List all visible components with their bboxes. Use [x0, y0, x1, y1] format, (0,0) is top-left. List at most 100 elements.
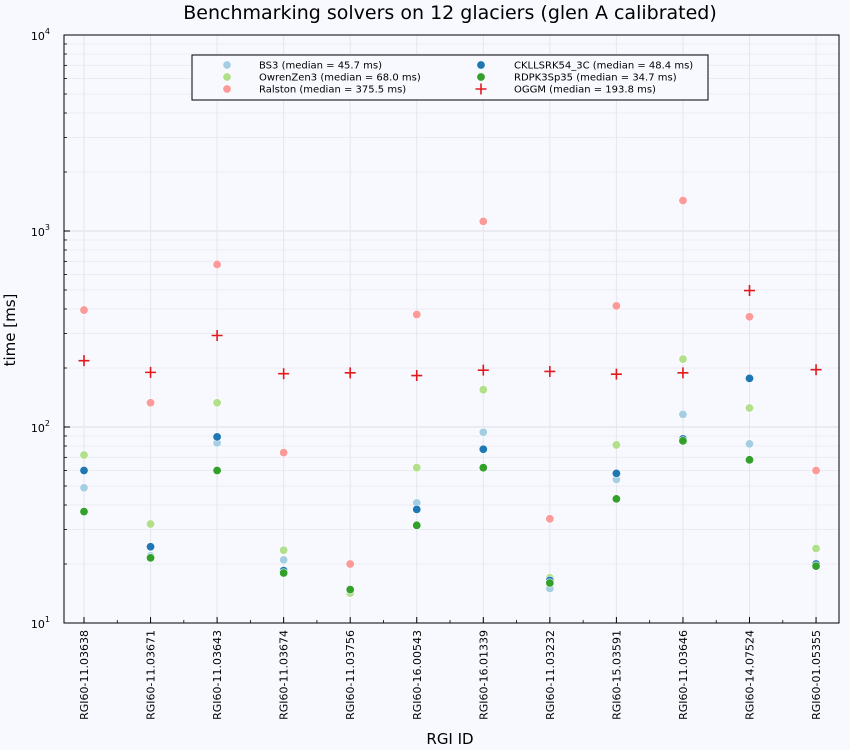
data-points [78, 196, 822, 598]
data-point [412, 463, 422, 473]
data-point [611, 440, 621, 450]
data-point [744, 403, 754, 413]
x-axis-label: RGI ID [426, 730, 473, 748]
data-point [611, 494, 621, 504]
legend-label: Ralston (median = 375.5 ms) [259, 85, 406, 96]
data-point [678, 196, 688, 206]
series-2 [79, 196, 821, 569]
data-point [545, 578, 555, 588]
data-point [478, 216, 488, 226]
x-tick-label: RGI60-11.03638 [78, 630, 91, 720]
data-point [478, 444, 488, 454]
plot-frame [63, 34, 840, 624]
legend-marker [476, 60, 486, 70]
data-point [212, 465, 222, 475]
data-point [79, 305, 89, 315]
data-point [212, 432, 222, 442]
y-tick-label: 101 [31, 615, 50, 631]
data-point [344, 367, 356, 379]
data-point [610, 368, 622, 380]
data-point [345, 559, 355, 569]
y-tick-label: 103 [31, 223, 50, 239]
data-point [79, 450, 89, 460]
data-point [811, 465, 821, 475]
legend-item: BS3 (median = 45.7 ms) [222, 60, 382, 72]
legend-item: OGGM (median = 193.8 ms) [475, 83, 656, 96]
legend-marker [222, 60, 232, 70]
legend-marker [475, 83, 487, 95]
series-5 [78, 285, 822, 382]
data-point [477, 364, 489, 376]
x-tick-label: RGI60-11.03232 [544, 630, 557, 720]
data-point [412, 520, 422, 530]
data-point [744, 285, 755, 297]
legend-label: RDPK3Sp35 (median = 34.7 ms) [514, 73, 677, 84]
data-point [79, 507, 89, 517]
data-point [146, 519, 156, 529]
data-point [611, 468, 621, 478]
legend-item: CKLLSRK54_3C (median = 48.4 ms) [476, 60, 693, 72]
data-point [544, 365, 556, 377]
x-tick-label: RGI60-16.01339 [477, 630, 490, 720]
legend-label: OGGM (median = 193.8 ms) [514, 85, 656, 96]
legend-label: BS3 (median = 45.7 ms) [259, 61, 382, 72]
data-point [211, 329, 223, 341]
data-point [279, 545, 289, 555]
data-point [744, 373, 754, 383]
data-point [478, 385, 488, 395]
x-tick-label: RGI60-11.03756 [344, 630, 357, 720]
data-point [345, 585, 355, 595]
legend-marker [222, 84, 232, 94]
data-point [678, 354, 688, 364]
data-point [212, 259, 222, 269]
x-tick-label: RGI60-15.03591 [610, 630, 623, 720]
data-point [810, 364, 822, 376]
data-point [212, 398, 222, 408]
legend-box [191, 54, 709, 101]
y-tick-label: 104 [31, 27, 50, 43]
y-axis-label: time [ms] [1, 294, 19, 367]
data-point [78, 355, 90, 367]
data-point [545, 514, 555, 524]
data-point [146, 542, 156, 552]
data-point [811, 561, 821, 571]
data-point [611, 301, 621, 311]
legend-item: OwrenZen3 (median = 68.0 ms) [222, 72, 421, 84]
legend-label: OwrenZen3 (median = 68.0 ms) [259, 73, 421, 84]
data-point [279, 568, 289, 578]
x-tick-label: RGI60-11.03674 [278, 630, 291, 720]
legend-marker [476, 72, 486, 82]
x-tick-label: RGI60-11.03646 [677, 630, 690, 720]
data-point [412, 309, 422, 319]
data-point [278, 368, 290, 380]
data-point [146, 553, 156, 563]
data-point [411, 370, 423, 382]
data-point [412, 504, 422, 514]
data-point [79, 483, 89, 493]
data-point [279, 448, 289, 458]
chart-title: Benchmarking solvers on 12 glaciers (gle… [183, 2, 717, 24]
data-point [678, 409, 688, 419]
data-point [478, 427, 488, 437]
series-1 [79, 354, 821, 598]
data-point [79, 465, 89, 475]
series-4 [79, 436, 821, 595]
data-point [146, 398, 156, 408]
data-point [744, 439, 754, 449]
x-tick-label: RGI60-16.00543 [411, 630, 424, 720]
legend: BS3 (median = 45.7 ms)OwrenZen3 (median … [191, 54, 709, 101]
data-point [677, 367, 689, 379]
data-point [678, 436, 688, 446]
data-point [145, 366, 157, 378]
axis-ticks: 101 102 103 104 RGI60-11.03638 RGI60-11.03671… [31, 27, 823, 720]
legend-item: RDPK3Sp35 (median = 34.7 ms) [476, 72, 677, 84]
data-point [279, 555, 289, 565]
legend-marker [222, 72, 232, 82]
data-point [478, 463, 488, 473]
legend-item: Ralston (median = 375.5 ms) [222, 84, 406, 96]
data-point [744, 312, 754, 322]
x-tick-label: RGI60-14.07524 [744, 630, 757, 720]
x-tick-label: RGI60-11.03643 [211, 630, 224, 720]
